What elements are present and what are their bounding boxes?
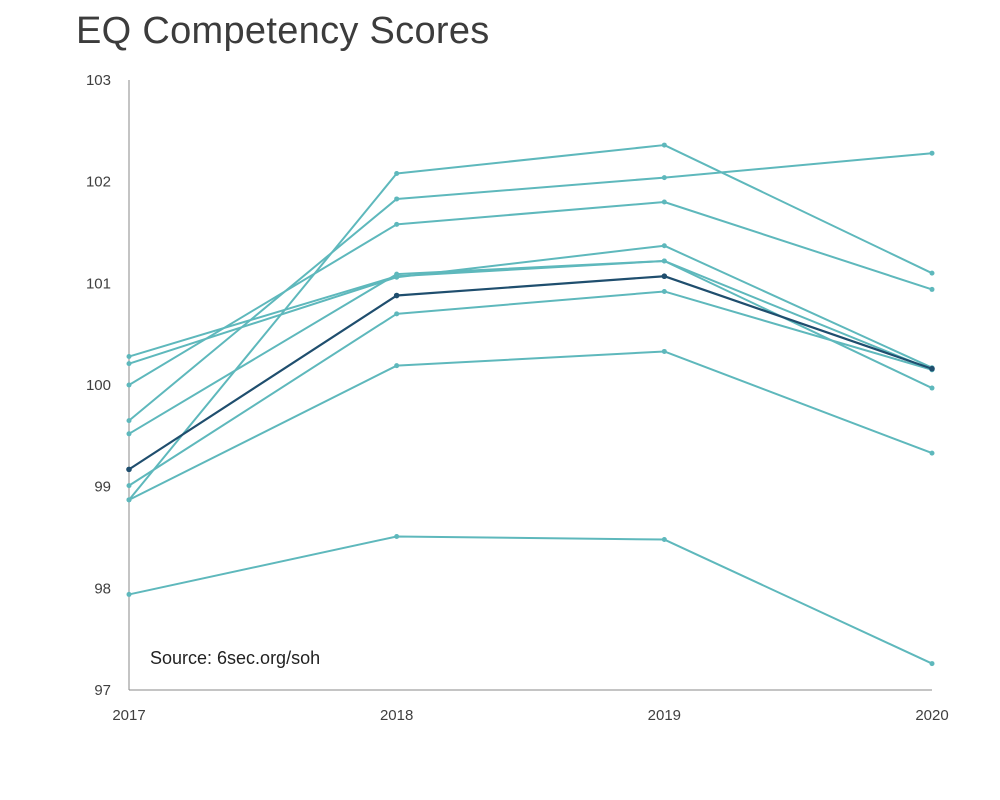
series-line: [128, 259, 933, 435]
data-point: [661, 537, 667, 543]
series-line: [128, 244, 933, 369]
series: [126, 288, 935, 489]
data-point: [394, 171, 400, 177]
axes: [128, 80, 932, 691]
series-line: [128, 144, 933, 501]
data-point: [126, 591, 132, 597]
data-point: [661, 258, 667, 264]
series: [126, 150, 935, 424]
data-point: [929, 450, 935, 456]
x-tick-label: 2017: [112, 707, 145, 724]
y-tick-label: 99: [94, 479, 111, 496]
data-point: [394, 196, 400, 202]
data-point: [394, 273, 400, 279]
data-point: [394, 311, 400, 317]
data-point: [661, 273, 668, 280]
data-point: [394, 363, 400, 369]
data-point: [661, 348, 667, 354]
y-tick-label: 97: [94, 682, 111, 699]
data-point: [126, 418, 132, 424]
data-point: [126, 466, 132, 473]
data-point: [394, 221, 400, 227]
chart-title: EQ Competency Scores: [76, 10, 490, 52]
series-line: [128, 152, 933, 422]
series-line: [128, 535, 933, 665]
data-point: [929, 150, 935, 156]
data-point: [126, 483, 132, 489]
y-tick-label: 100: [86, 377, 111, 394]
data-point: [929, 270, 935, 276]
series: [126, 199, 935, 388]
x-tick-label: 2019: [648, 707, 681, 724]
data-point: [929, 286, 935, 292]
data-point: [661, 142, 667, 148]
data-point: [394, 533, 400, 539]
series: [126, 348, 935, 503]
tick-labels: 97 98 99 100 101 102 103 2017 2018 2019 2020: [86, 72, 949, 724]
series: [126, 533, 935, 667]
y-tick-label: 101: [86, 275, 111, 292]
data-point: [661, 288, 667, 294]
data-point: [126, 382, 132, 388]
series-line: [128, 259, 933, 371]
data-point: [661, 243, 667, 249]
series-highlight: [126, 273, 935, 473]
series: [126, 243, 935, 371]
series-line: [128, 350, 933, 501]
data-point: [126, 354, 132, 360]
data-point: [393, 292, 400, 299]
data-point: [661, 175, 667, 181]
x-tick-label: 2018: [380, 707, 413, 724]
data-point: [126, 497, 132, 503]
y-tick-label: 102: [86, 174, 111, 191]
series-line: [127, 275, 934, 471]
data-point: [661, 199, 667, 205]
source-note: Source: 6sec.org/soh: [150, 648, 320, 668]
data-point: [929, 385, 935, 391]
series-lines: [126, 142, 935, 667]
data-point: [126, 361, 132, 367]
data-point: [929, 365, 935, 372]
y-tick-label: 98: [94, 580, 111, 597]
data-point: [126, 431, 132, 437]
y-tick-label: 103: [86, 72, 111, 89]
series-line: [128, 290, 933, 487]
x-tick-label: 2020: [915, 707, 948, 724]
data-point: [929, 661, 935, 667]
series-line: [128, 201, 933, 386]
